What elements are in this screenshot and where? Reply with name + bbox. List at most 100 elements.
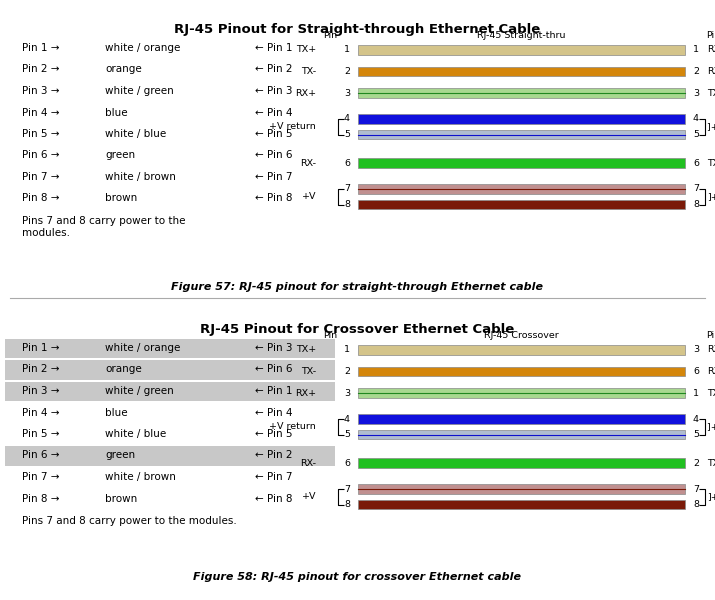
Text: ← Pin 5: ← Pin 5	[255, 129, 292, 139]
Bar	[358, 158, 685, 168]
Text: 4: 4	[344, 115, 350, 124]
Bar	[358, 114, 685, 124]
Text: ]+V: ]+V	[707, 192, 715, 201]
Text: TX-: TX-	[707, 88, 715, 97]
Text: RJ-45 Pinout for Straight-through Ethernet Cable: RJ-45 Pinout for Straight-through Ethern…	[174, 23, 541, 36]
Text: 4: 4	[344, 415, 350, 424]
Bar	[358, 500, 685, 509]
Text: orange: orange	[105, 364, 142, 374]
Text: 5: 5	[344, 430, 350, 439]
Text: 5: 5	[693, 430, 699, 439]
Bar	[358, 45, 685, 55]
Text: ← Pin 7: ← Pin 7	[255, 472, 292, 482]
Text: 1: 1	[344, 346, 350, 355]
Text: TX+: TX+	[707, 389, 715, 398]
Text: 4: 4	[693, 115, 699, 124]
Text: +V return: +V return	[270, 422, 316, 431]
Text: ← Pin 4: ← Pin 4	[255, 107, 292, 118]
Text: ← Pin 5: ← Pin 5	[255, 429, 292, 439]
Text: TX-: TX-	[301, 67, 316, 76]
Text: 1: 1	[693, 46, 699, 55]
Text: green: green	[105, 151, 135, 160]
Text: 7: 7	[344, 184, 350, 193]
Text: 7: 7	[693, 485, 699, 493]
Text: 3: 3	[344, 88, 350, 97]
Text: green: green	[105, 451, 135, 461]
Text: Pin: Pin	[706, 31, 715, 40]
Bar	[358, 367, 685, 376]
Text: brown: brown	[105, 493, 137, 503]
Text: orange: orange	[105, 64, 142, 74]
Text: Pin 3 →: Pin 3 →	[22, 86, 59, 96]
Text: RX+: RX+	[295, 88, 316, 97]
Text: 6: 6	[344, 158, 350, 167]
Text: ← Pin 8: ← Pin 8	[255, 493, 292, 503]
Text: ← Pin 2: ← Pin 2	[255, 64, 292, 74]
Bar	[358, 184, 685, 194]
Text: 8: 8	[344, 200, 350, 209]
Text: Pin: Pin	[323, 331, 337, 340]
Text: 2: 2	[693, 67, 699, 76]
Bar	[358, 484, 685, 494]
Text: Figure 58: RJ-45 pinout for crossover Ethernet cable: Figure 58: RJ-45 pinout for crossover Et…	[194, 572, 521, 582]
Bar	[358, 130, 685, 139]
Text: Pin 7 →: Pin 7 →	[22, 472, 59, 482]
Text: RX+: RX+	[295, 389, 316, 398]
Text: +V: +V	[302, 492, 316, 501]
Text: Pin 1 →: Pin 1 →	[22, 343, 59, 353]
Text: +V return: +V return	[270, 122, 316, 131]
Text: Pin 8 →: Pin 8 →	[22, 193, 59, 203]
Text: white / blue: white / blue	[105, 429, 167, 439]
Text: 6: 6	[693, 367, 699, 376]
Text: Pin 7 →: Pin 7 →	[22, 172, 59, 182]
Text: ← Pin 8: ← Pin 8	[255, 193, 292, 203]
Text: RX-: RX-	[300, 458, 316, 467]
Text: TX+: TX+	[296, 46, 316, 55]
Text: white / brown: white / brown	[105, 472, 176, 482]
Bar	[5, 360, 335, 380]
Text: ← Pin 7: ← Pin 7	[255, 172, 292, 182]
Text: RX+: RX+	[707, 346, 715, 355]
Bar	[358, 200, 685, 209]
Text: TX-: TX-	[707, 458, 715, 467]
Bar	[5, 382, 335, 401]
Bar	[358, 414, 685, 424]
Text: ]+V return: ]+V return	[707, 422, 715, 431]
Text: Pin 8 →: Pin 8 →	[22, 493, 59, 503]
Text: blue: blue	[105, 407, 127, 418]
Text: 1: 1	[344, 46, 350, 55]
Text: white / blue: white / blue	[105, 129, 167, 139]
Text: RJ-45 Straight-thru: RJ-45 Straight-thru	[477, 31, 566, 40]
Bar	[358, 430, 685, 439]
Text: Pin 2 →: Pin 2 →	[22, 364, 59, 374]
Text: RX+: RX+	[707, 46, 715, 55]
Text: 6: 6	[344, 458, 350, 467]
Text: Pin 2 →: Pin 2 →	[22, 64, 59, 74]
Bar	[358, 67, 685, 76]
Text: 5: 5	[693, 130, 699, 139]
Text: 3: 3	[693, 346, 699, 355]
Bar	[358, 345, 685, 355]
Bar	[5, 446, 335, 466]
Text: Pin 1 →: Pin 1 →	[22, 43, 59, 53]
Text: Pin 4 →: Pin 4 →	[22, 107, 59, 118]
Text: 7: 7	[693, 184, 699, 193]
Text: RJ-45 Crossover: RJ-45 Crossover	[484, 331, 559, 340]
Bar	[358, 458, 685, 468]
Text: ← Pin 6: ← Pin 6	[255, 151, 292, 160]
Text: Pin: Pin	[323, 31, 337, 40]
Text: TX+: TX+	[296, 346, 316, 355]
Text: RX-: RX-	[707, 367, 715, 376]
Text: 8: 8	[344, 500, 350, 509]
Bar	[358, 88, 685, 98]
Text: 4: 4	[693, 415, 699, 424]
Text: 3: 3	[693, 88, 699, 97]
Text: Pin 3 →: Pin 3 →	[22, 386, 59, 396]
Bar	[5, 338, 335, 358]
Text: Pin: Pin	[706, 331, 715, 340]
Text: 8: 8	[693, 200, 699, 209]
Text: 8: 8	[693, 500, 699, 509]
Text: Figure 57: RJ-45 pinout for straight-through Ethernet cable: Figure 57: RJ-45 pinout for straight-thr…	[172, 282, 543, 292]
Text: Pins 7 and 8 carry power to the
modules.: Pins 7 and 8 carry power to the modules.	[22, 216, 185, 238]
Text: Pins 7 and 8 carry power to the modules.: Pins 7 and 8 carry power to the modules.	[22, 516, 237, 526]
